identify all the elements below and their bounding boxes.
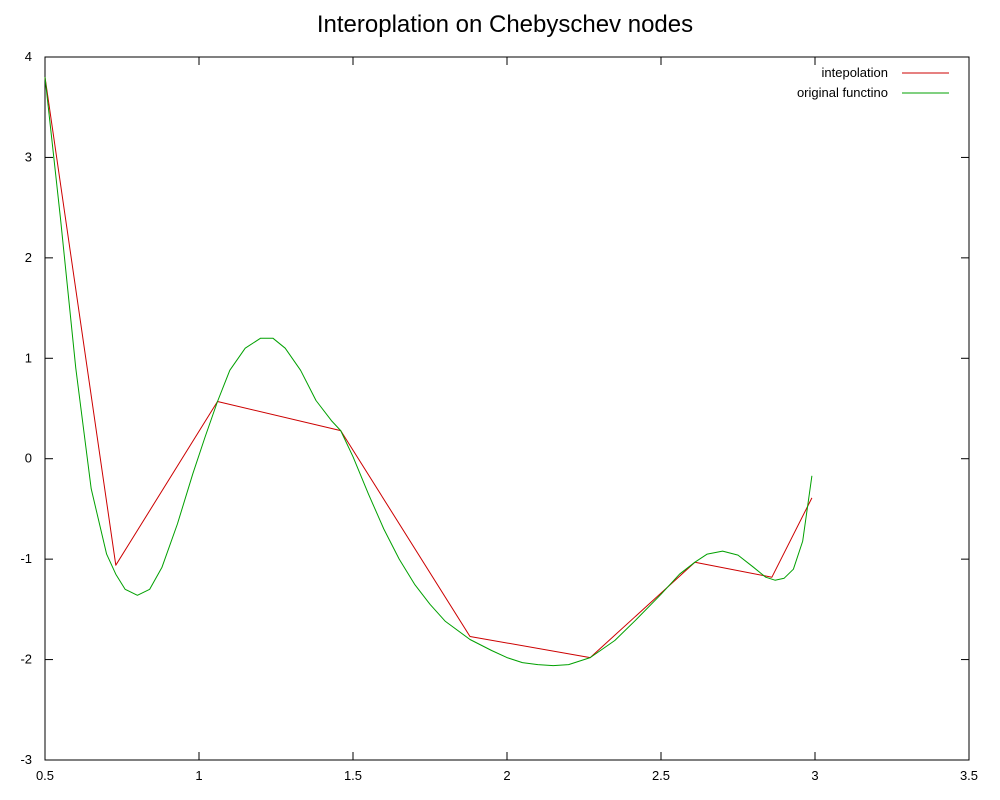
x-tick-label: 2.5 [652,768,670,783]
legend: intepolation original functino [797,65,949,100]
plot-area-border [44,56,970,761]
y-tick-label: 1 [25,350,32,365]
legend-label: original functino [797,85,888,100]
x-tick-label: 3.5 [960,768,978,783]
series-line-2 [44,77,813,667]
x-tick-label: 1 [195,768,202,783]
y-tick-label: -3 [20,752,32,767]
y-tick-label: 3 [25,149,32,164]
y-tick-label: 0 [25,451,32,466]
y-tick-label: -2 [20,652,32,667]
x-tick-label: 0.5 [36,768,54,783]
legend-label: intepolation [822,65,889,80]
y-tick-label: -1 [20,551,32,566]
series-layer [44,77,813,667]
chart-title: Interoplation on Chebyschev nodes [317,11,693,38]
x-tick-label: 2 [503,768,510,783]
axis-ticks: 0.5 1 1.5 2 2.5 3 3.5 -3 -2 -1 0 1 2 3 4 [20,49,978,783]
x-tick-label: 1.5 [344,768,362,783]
series-line-1 [44,77,813,659]
y-tick-label: 2 [25,250,32,265]
y-tick-label: 4 [25,49,32,64]
x-tick-label: 3 [811,768,818,783]
